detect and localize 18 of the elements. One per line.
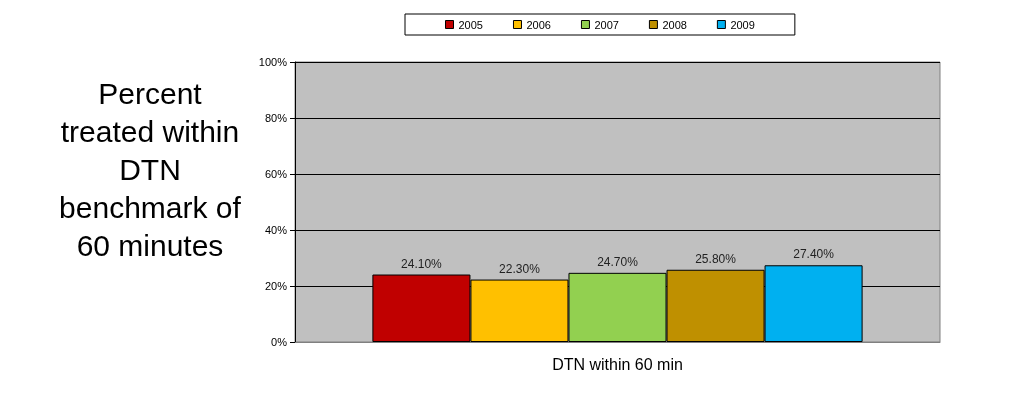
data-label: 24.10% <box>401 256 443 271</box>
y-tick-label: 80% <box>264 112 288 124</box>
legend-label: 2005 <box>458 18 483 31</box>
y-axis-title: Percent treated within DTN benchmark of 60 minutes <box>58 76 242 264</box>
legend-label: 2007 <box>594 18 619 31</box>
legend-label: 2008 <box>662 18 687 31</box>
data-label: 24.70% <box>597 254 639 269</box>
data-label: 22.30% <box>499 261 541 276</box>
data-label: 25.80% <box>695 251 737 266</box>
y-tick-label: 40% <box>264 224 288 236</box>
y-tick-label: 60% <box>264 168 288 180</box>
data-label: 27.40% <box>793 247 835 262</box>
y-tick-label: 20% <box>264 280 288 292</box>
legend-label: 2006 <box>526 18 551 31</box>
legend-label: 2009 <box>730 18 755 31</box>
y-tick-label: 100% <box>258 56 288 68</box>
x-tick-label: DTN within 60 min <box>552 355 683 373</box>
y-tick-label: 0% <box>271 336 288 348</box>
